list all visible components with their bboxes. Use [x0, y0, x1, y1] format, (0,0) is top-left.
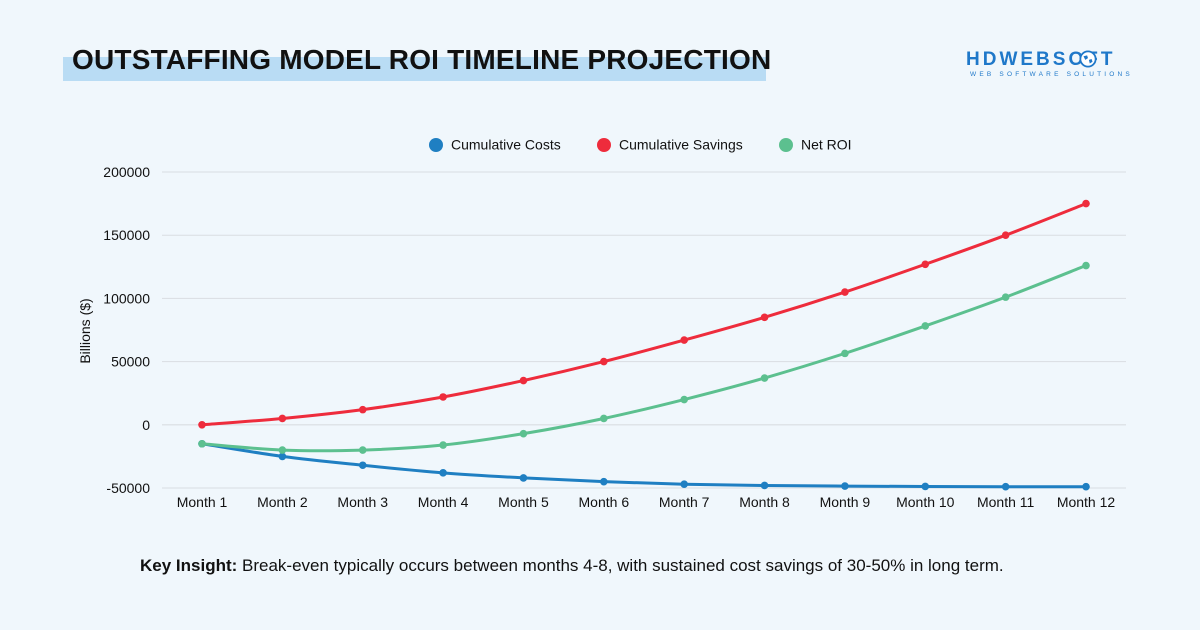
x-tick-label: Month 10: [896, 494, 955, 510]
series-line-net_roi: [200, 264, 1088, 453]
legend-marker: [597, 138, 611, 152]
data-point-net_roi[interactable]: [1001, 293, 1010, 301]
chart-legend: Cumulative Costs Cumulative Savings Net RO…: [429, 137, 852, 153]
data-point-savings[interactable]: [519, 376, 528, 385]
data-point-costs[interactable]: [278, 452, 287, 461]
chart-gridlines: [162, 171, 1126, 489]
key-insight: Key Insight: Break-even typically occurs…: [140, 556, 1004, 576]
data-point-savings[interactable]: [439, 393, 447, 401]
data-point-savings[interactable]: [921, 260, 930, 269]
y-axis-ticks: 200000 150000 100000 50000 0 -50000: [103, 164, 150, 496]
data-point-net_roi[interactable]: [1082, 261, 1090, 270]
y-tick-label: 150000: [103, 227, 150, 243]
data-point-savings[interactable]: [600, 357, 608, 366]
data-point-savings[interactable]: [1082, 199, 1090, 208]
x-tick-label: Month 11: [977, 494, 1035, 510]
page-title: OUTSTAFFING MODEL ROI TIMELINE PROJECTIO…: [72, 44, 772, 75]
x-tick-label: Month 5: [498, 494, 549, 510]
legend-item-costs[interactable]: Cumulative Costs: [429, 137, 561, 153]
legend-marker: [779, 138, 793, 152]
x-tick-label: Month 7: [659, 494, 710, 510]
data-point-costs[interactable]: [1001, 482, 1010, 491]
data-point-net_roi[interactable]: [680, 395, 688, 404]
chart-series: [198, 199, 1090, 491]
y-axis-label: Billions ($): [77, 298, 93, 363]
data-point-costs[interactable]: [358, 461, 367, 470]
x-tick-label: Month 8: [739, 494, 790, 510]
data-point-net_roi[interactable]: [519, 429, 528, 438]
data-point-savings[interactable]: [198, 421, 206, 429]
data-point-costs[interactable]: [841, 482, 849, 490]
data-point-net_roi[interactable]: [358, 446, 367, 454]
x-tick-label: Month 3: [337, 494, 388, 510]
series-line-costs: [200, 442, 1088, 489]
data-point-costs[interactable]: [439, 469, 447, 477]
data-point-net_roi[interactable]: [198, 439, 206, 448]
legend-label: Cumulative Savings: [619, 137, 743, 153]
data-point-net_roi[interactable]: [278, 446, 287, 454]
x-tick-label: Month 6: [579, 494, 630, 510]
x-tick-label: Month 9: [820, 494, 871, 510]
data-point-costs[interactable]: [519, 474, 528, 482]
data-point-costs[interactable]: [760, 481, 769, 490]
series-net_roi: [198, 261, 1090, 454]
data-point-savings[interactable]: [278, 414, 287, 423]
series-savings: [198, 199, 1090, 429]
brand-logo: HDWEBSOFT WEB SOFTWARE SOLUTIONS: [962, 44, 1142, 84]
legend-item-savings[interactable]: Cumulative Savings: [597, 137, 743, 153]
key-insight-label: Key Insight:: [140, 556, 238, 575]
x-tick-label: Month 4: [418, 494, 469, 510]
y-tick-label: 100000: [103, 290, 150, 306]
y-tick-label: 50000: [111, 354, 150, 370]
key-insight-text: Break-even typically occurs between mont…: [237, 556, 1004, 575]
logo-tagline: WEB SOFTWARE SOLUTIONS: [970, 71, 1133, 78]
x-tick-label: Month 2: [257, 494, 308, 510]
data-point-costs[interactable]: [600, 477, 608, 486]
legend-marker: [429, 138, 443, 152]
data-point-savings[interactable]: [358, 405, 367, 414]
data-point-net_roi[interactable]: [600, 414, 608, 423]
legend-item-net_roi[interactable]: Net ROI: [779, 137, 852, 153]
data-point-net_roi[interactable]: [760, 374, 769, 382]
data-point-savings[interactable]: [1001, 231, 1010, 239]
data-point-net_roi[interactable]: [921, 322, 930, 330]
data-point-net_roi[interactable]: [439, 441, 447, 449]
data-point-costs[interactable]: [921, 482, 930, 491]
data-point-costs[interactable]: [680, 480, 688, 489]
series-costs: [198, 439, 1090, 491]
data-point-savings[interactable]: [760, 313, 769, 322]
data-point-savings[interactable]: [841, 288, 849, 296]
data-point-net_roi[interactable]: [841, 349, 849, 358]
x-tick-label: Month 12: [1057, 494, 1116, 510]
x-tick-label: Month 1: [177, 494, 228, 510]
title-highlight: [63, 57, 766, 81]
x-axis-ticks: Month 1 Month 2 Month 3 Month 4 Month 5 Month…: [177, 494, 1116, 510]
y-tick-label: -50000: [106, 480, 150, 496]
legend-label: Cumulative Costs: [451, 137, 561, 153]
data-point-savings[interactable]: [680, 336, 688, 344]
y-tick-label: 200000: [103, 164, 150, 180]
legend-label: Net ROI: [801, 137, 852, 153]
logo-wordmark: HDWEBSOFT: [966, 49, 1116, 70]
y-tick-label: 0: [142, 417, 150, 433]
globe-icon: [1079, 50, 1097, 68]
data-point-costs[interactable]: [1082, 482, 1090, 491]
series-line-savings: [200, 202, 1088, 427]
